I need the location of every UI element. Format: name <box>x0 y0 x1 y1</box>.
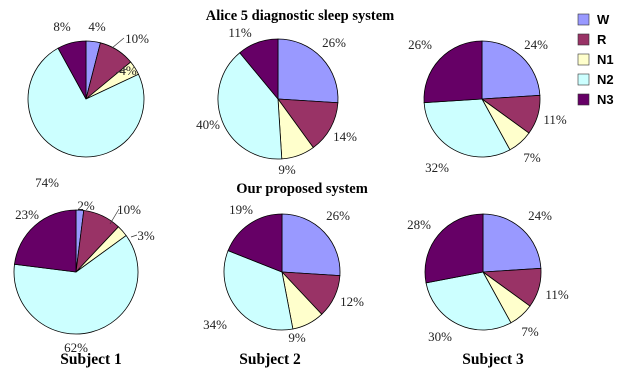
group-title-alice: Alice 5 diagnostic sleep system <box>206 8 394 24</box>
pie-label-1-2-r: 11% <box>545 287 569 302</box>
pie-label-1-0-r: 10% <box>117 202 141 217</box>
legend-swatch-n3 <box>577 93 590 106</box>
pie-label-1-0-n3: 23% <box>15 207 39 222</box>
pie-slice-0-0-n3 <box>57 40 87 100</box>
pie-label-0-1-r: 14% <box>333 129 357 144</box>
pie-label-0-1-n2: 40% <box>196 117 220 132</box>
subject-label-1: Subject 1 <box>60 351 122 368</box>
pie-slice-1-1-w <box>281 213 341 277</box>
legend-swatch-w <box>577 13 590 26</box>
pie-slice-1-2-w <box>482 213 542 273</box>
legend-swatch-r <box>577 33 590 46</box>
pie-label-1-1-w: 26% <box>326 208 350 223</box>
pie-label-0-0-n2: 74% <box>35 175 59 190</box>
pie-label-1-0-n2: 62% <box>64 340 88 355</box>
pie-label-0-0-n3: 8% <box>53 19 71 34</box>
pie-slice-1-0-n2 <box>13 235 139 335</box>
group-title-proposed: Our proposed system <box>236 181 368 197</box>
pie-label-1-1-r: 12% <box>340 294 364 309</box>
pie-label-0-0-r: 10% <box>125 31 149 46</box>
pie-label-0-2-r: 11% <box>543 112 567 127</box>
pie-label-0-2-n1: 7% <box>523 150 541 165</box>
subject-label-3: Subject 3 <box>462 351 524 368</box>
pie-slice-1-2-n2 <box>425 271 512 331</box>
pie-slice-0-1-n3 <box>239 38 279 101</box>
pie-label-0-2-n3: 26% <box>408 37 432 52</box>
pie-slice-0-1-n2 <box>217 52 283 160</box>
pie-slice-0-2-n2 <box>423 98 511 158</box>
pie-slice-0-2-w <box>481 40 541 100</box>
pie-slice-1-0-n3 <box>14 209 77 273</box>
pie-slice-1-1-n3 <box>227 213 283 273</box>
pie-label-0-2-w: 24% <box>524 37 548 52</box>
pie-charts: 4% 10% 4% 74% 8% 26% 14% 9% 40% 11% 24% 11% 7% 32% 26%… <box>13 19 569 355</box>
pie-slice-0-1-r <box>277 98 339 149</box>
legend-swatch-n1 <box>577 53 590 66</box>
pie-label-1-1-n3: 19% <box>229 202 253 217</box>
pie-label-0-1-n3: 11% <box>228 25 252 40</box>
pie-label-1-1-n1: 9% <box>288 330 306 345</box>
legend-label-n1: N1 <box>597 52 614 67</box>
pie-label-0-1-w: 26% <box>322 35 346 50</box>
pie-label-1-2-w: 24% <box>528 208 552 223</box>
pie-label-1-0-n1: 3% <box>137 228 155 243</box>
pie-label-1-2-n3: 28% <box>407 217 431 232</box>
pie-label-0-0-w: 4% <box>88 19 106 34</box>
pie-label-0-0-n1: 4% <box>119 63 137 78</box>
pie-label-0-1-n1: 9% <box>278 162 296 177</box>
leader-line-1-0-n1 <box>130 234 138 238</box>
legend-label-n2: N2 <box>597 72 614 87</box>
legend-label-r: R <box>597 32 607 47</box>
legend-swatch-n2 <box>577 73 590 86</box>
pie-slice-0-1-w <box>277 38 339 104</box>
subject-label-2: Subject 2 <box>239 351 301 368</box>
pie-slice-1-2-n3 <box>424 213 484 284</box>
pie-slice-0-0-n2 <box>27 47 145 158</box>
leader-line-0-0-r <box>111 37 125 49</box>
pie-slice-1-1-n2 <box>223 250 294 331</box>
legend-label-n3: N3 <box>597 92 614 107</box>
pie-label-1-0-w: 2% <box>77 198 95 213</box>
pie-label-1-2-n2: 30% <box>428 329 452 344</box>
legend: W R N1 N2 N3 <box>577 12 614 107</box>
leader-line-0-0-n1 <box>115 68 128 74</box>
pie-label-1-2-n1: 7% <box>521 324 539 339</box>
legend-label-w: W <box>597 12 610 27</box>
pie-label-1-1-n2: 34% <box>203 317 227 332</box>
leader-line-1-0-r <box>109 208 120 225</box>
pie-label-0-2-n2: 32% <box>425 160 449 175</box>
pie-slice-0-2-n3 <box>423 40 483 104</box>
